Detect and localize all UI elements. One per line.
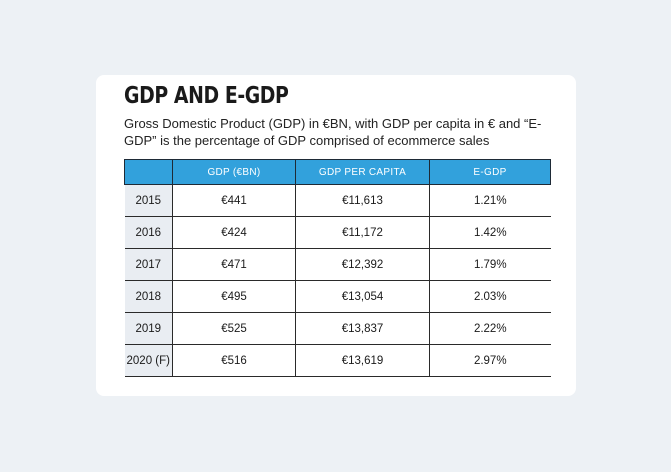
gdp-cell: €471 — [172, 248, 296, 281]
gdp-card: GDP AND E-GDP Gross Domestic Product (GD… — [96, 75, 576, 396]
year-cell: 2017 — [124, 248, 173, 281]
table-header-row: GDP (€BN) GDP PER CAPITA E-GDP — [124, 159, 551, 185]
card-subtitle: Gross Domestic Product (GDP) in €BN, wit… — [124, 116, 542, 148]
header-year — [124, 159, 173, 185]
per-capita-cell: €13,837 — [295, 312, 430, 345]
gdp-table: GDP (€BN) GDP PER CAPITA E-GDP 2015 €441… — [124, 159, 551, 377]
per-capita-cell: €11,613 — [295, 184, 430, 217]
table-row: 2017 €471 €12,392 1.79% — [124, 248, 551, 281]
table-row: 2019 €525 €13,837 2.22% — [124, 312, 551, 345]
table-row: 2020 (F) €516 €13,619 2.97% — [124, 344, 551, 377]
e-gdp-cell: 1.79% — [429, 248, 551, 281]
table-row: 2016 €424 €11,172 1.42% — [124, 216, 551, 249]
year-cell: 2019 — [124, 312, 173, 345]
gdp-cell: €516 — [172, 344, 296, 377]
year-cell: 2018 — [124, 280, 173, 313]
year-cell: 2020 (F) — [124, 344, 173, 377]
gdp-cell: €424 — [172, 216, 296, 249]
e-gdp-cell: 2.97% — [429, 344, 551, 377]
per-capita-cell: €13,619 — [295, 344, 430, 377]
year-cell: 2016 — [124, 216, 173, 249]
e-gdp-cell: 2.22% — [429, 312, 551, 345]
header-gdp: GDP (€BN) — [172, 159, 296, 185]
e-gdp-cell: 2.03% — [429, 280, 551, 313]
per-capita-cell: €11,172 — [295, 216, 430, 249]
card-title: GDP AND E-GDP — [124, 83, 289, 109]
year-cell: 2015 — [124, 184, 173, 217]
e-gdp-cell: 1.42% — [429, 216, 551, 249]
header-gdp-per-capita: GDP PER CAPITA — [295, 159, 430, 185]
per-capita-cell: €12,392 — [295, 248, 430, 281]
table-row: 2015 €441 €11,613 1.21% — [124, 184, 551, 217]
per-capita-cell: €13,054 — [295, 280, 430, 313]
gdp-cell: €525 — [172, 312, 296, 345]
header-e-gdp: E-GDP — [429, 159, 551, 185]
table-row: 2018 €495 €13,054 2.03% — [124, 280, 551, 313]
e-gdp-cell: 1.21% — [429, 184, 551, 217]
gdp-cell: €495 — [172, 280, 296, 313]
gdp-cell: €441 — [172, 184, 296, 217]
